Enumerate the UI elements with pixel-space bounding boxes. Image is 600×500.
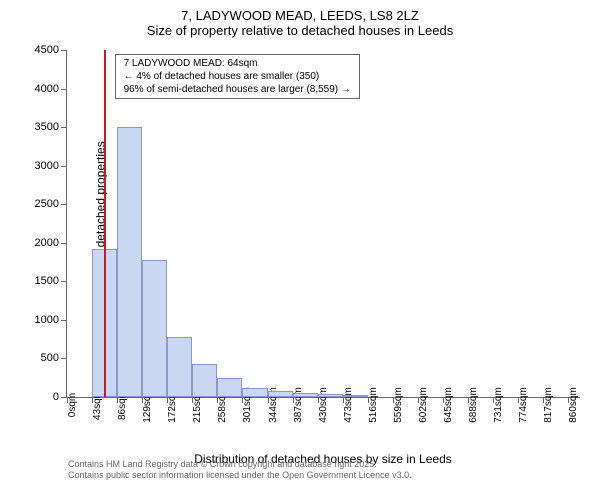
y-tick-label: 3500	[35, 121, 59, 133]
reference-line	[104, 50, 106, 397]
histogram-bar	[142, 260, 167, 397]
chart-title-line2: Size of property relative to detached ho…	[8, 23, 592, 38]
y-tick	[61, 281, 67, 282]
histogram-bar	[318, 394, 343, 397]
histogram-bar	[293, 393, 318, 397]
chart-container: 7, LADYWOOD MEAD, LEEDS, LS8 2LZ Size of…	[8, 8, 592, 492]
x-tick-label: 559sqm	[393, 387, 404, 423]
y-tick	[61, 89, 67, 90]
y-tick	[61, 204, 67, 205]
y-tick	[61, 320, 67, 321]
x-tick-label: 774sqm	[518, 387, 529, 423]
y-tick	[61, 50, 67, 51]
y-tick	[61, 166, 67, 167]
chart-title-line1: 7, LADYWOOD MEAD, LEEDS, LS8 2LZ	[8, 8, 592, 23]
x-tick-label: 516sqm	[368, 387, 379, 423]
histogram-bar	[217, 378, 242, 397]
annotation-line3: 96% of semi-detached houses are larger (…	[124, 83, 351, 96]
y-tick	[61, 358, 67, 359]
x-tick-label: 860sqm	[568, 387, 579, 423]
x-tick-label: 731sqm	[493, 387, 504, 423]
y-tick-label: 2500	[35, 198, 59, 210]
y-tick-label: 2000	[35, 237, 59, 249]
plot-wrapper: Number of detached properties Distributi…	[66, 50, 580, 398]
y-tick-label: 1500	[35, 275, 59, 287]
annotation-box: 7 LADYWOOD MEAD: 64sqm ← 4% of detached …	[115, 54, 360, 99]
annotation-line1: 7 LADYWOOD MEAD: 64sqm	[124, 57, 351, 70]
y-tick-label: 500	[41, 352, 59, 364]
y-tick-label: 4000	[35, 83, 59, 95]
x-tick-label: 430sqm	[318, 387, 329, 423]
histogram-bar	[268, 391, 293, 397]
histogram-bar	[242, 388, 267, 397]
x-tick-label: 602sqm	[418, 387, 429, 423]
y-tick-label: 0	[53, 391, 59, 403]
y-tick	[61, 243, 67, 244]
x-tick-label: 817sqm	[543, 387, 554, 423]
x-tick-label: 0sqm	[67, 393, 78, 417]
annotation-line2: ← 4% of detached houses are smaller (350…	[124, 70, 351, 83]
histogram-bar	[167, 337, 192, 397]
plot-area: 7 LADYWOOD MEAD: 64sqm ← 4% of detached …	[66, 50, 580, 398]
x-tick-label: 645sqm	[443, 387, 454, 423]
y-tick	[61, 127, 67, 128]
histogram-bar	[117, 127, 142, 397]
y-tick-label: 1000	[35, 314, 59, 326]
y-tick-label: 4500	[35, 44, 59, 56]
histogram-bar	[192, 364, 217, 397]
footer-line1: Contains HM Land Registry data © Crown c…	[68, 459, 412, 471]
footer-text: Contains HM Land Registry data © Crown c…	[68, 459, 412, 482]
histogram-bar	[343, 395, 368, 397]
footer-line2: Contains public sector information licen…	[68, 470, 412, 482]
x-tick-label: 473sqm	[343, 387, 354, 423]
x-tick-label: 688sqm	[468, 387, 479, 423]
y-tick-label: 3000	[35, 160, 59, 172]
